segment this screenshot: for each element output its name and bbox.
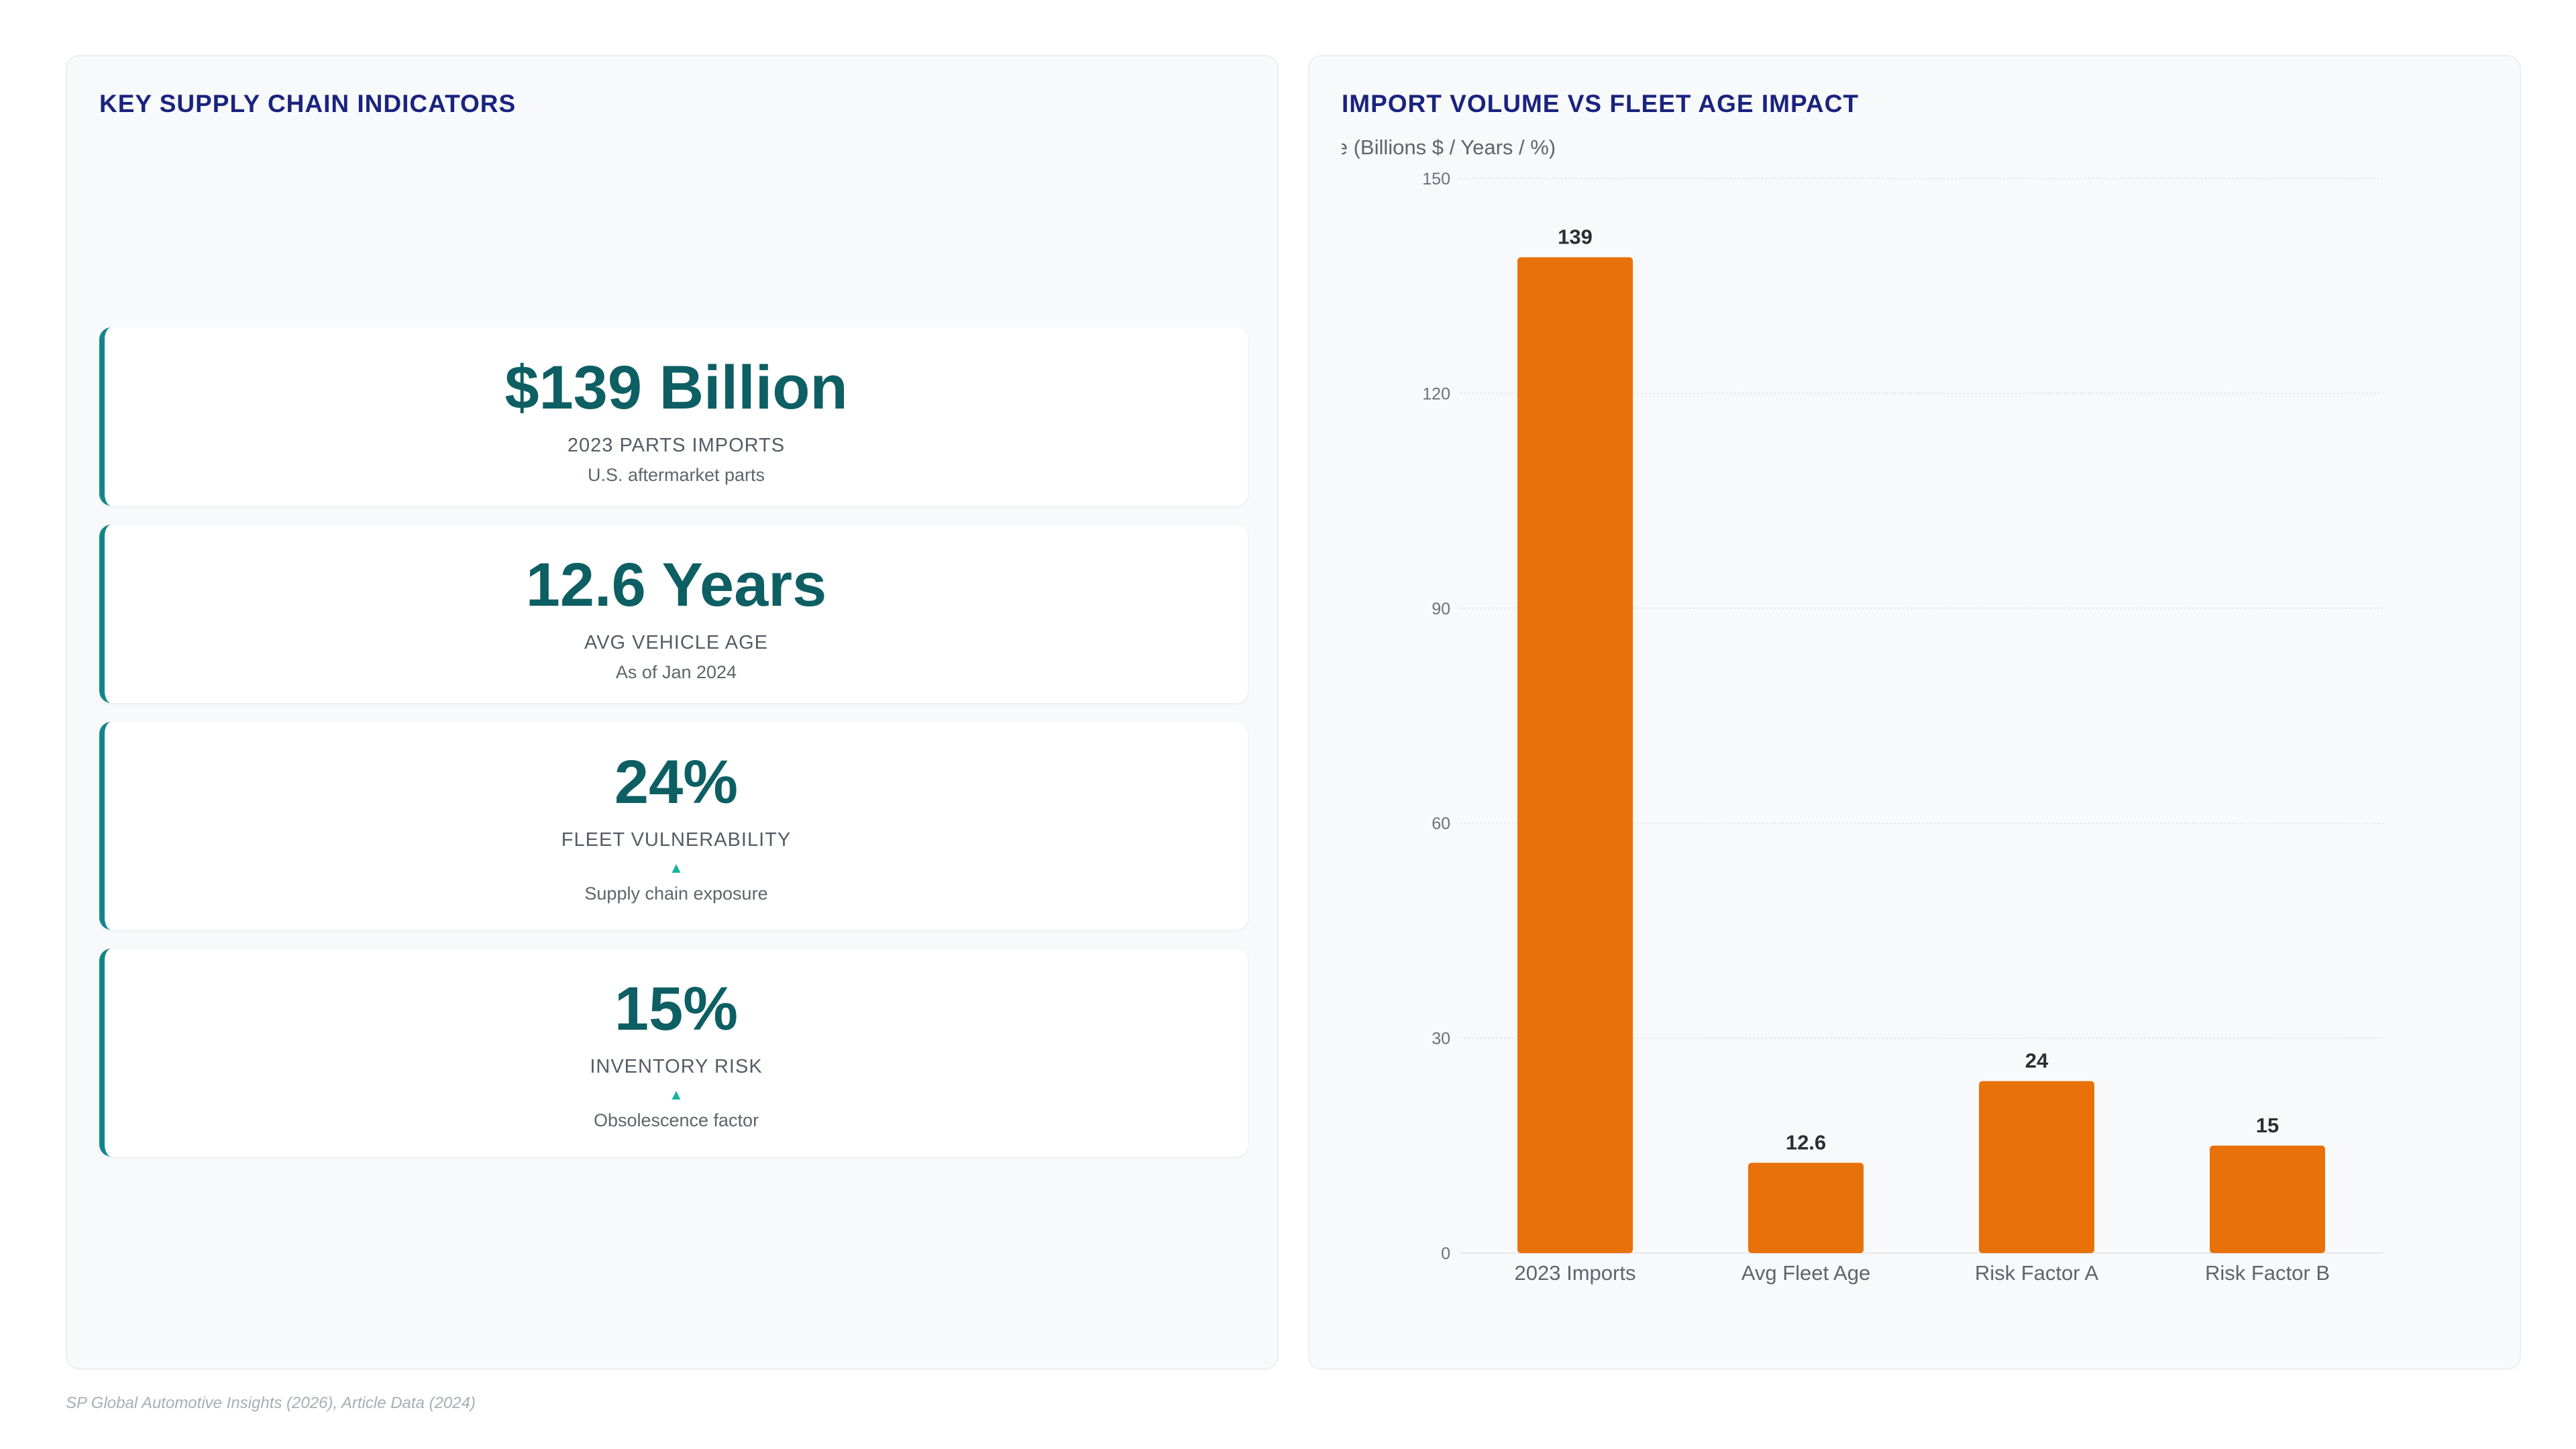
kpi-value: 12.6 Years [525, 551, 827, 619]
bar [1979, 1081, 2094, 1253]
kpi-subtitle: Supply chain exposure [584, 883, 768, 904]
data-label: 139 [1558, 225, 1593, 248]
y-tick-label: 120 [1422, 384, 1450, 403]
data-label: 15 [2256, 1114, 2279, 1137]
kpi-subtitle: Obsolescence factor [593, 1110, 759, 1130]
kpi-subtitle: U.S. aftermarket parts [587, 465, 765, 485]
kpi-card-fleet-vulnerability: 24% FLEET VULNERABILITY ▲ Supply chain e… [99, 722, 1248, 930]
y-tick-label: 30 [1432, 1030, 1450, 1049]
kpi-value: 15% [614, 975, 739, 1043]
kpi-label: INVENTORY RISK [590, 1056, 763, 1077]
kpi-card-imports: $139 Billion 2023 PARTS IMPORTS U.S. aft… [99, 327, 1248, 506]
chart-panel: IMPORT VOLUME VS FLEET AGE IMPACT 0 30 60 9… [1308, 55, 2521, 1370]
y-tick-label: 90 [1432, 600, 1450, 619]
source-footnote: SP Global Automotive Insights (2026), Ar… [66, 1394, 476, 1412]
kpi-value: 24% [614, 748, 739, 816]
x-tick-label: 2023 Imports [1515, 1261, 1636, 1285]
chart-title: IMPORT VOLUME VS FLEET AGE IMPACT [1342, 90, 1859, 117]
kpi-panel-title: KEY SUPPLY CHAIN INDICATORS [99, 90, 517, 117]
kpi-label: FLEET VULNERABILITY [561, 829, 792, 851]
bar [2210, 1145, 2325, 1253]
kpi-panel: KEY SUPPLY CHAIN INDICATORS $139 Billion… [66, 55, 1279, 1370]
kpi-value: $139 Billion [504, 354, 848, 422]
kpi-card-inventory-risk: 15% INVENTORY RISK ▲ Obsolescence factor [99, 949, 1248, 1157]
kpi-subtitle: As of Jan 2024 [615, 662, 737, 682]
x-tick-label: Risk Factor A [1975, 1261, 2099, 1285]
x-tick-label: Avg Fleet Age [1741, 1261, 1870, 1285]
bar-chart: 0 30 60 90 120 150 Value (Billions $ / Years /… [1309, 136, 2383, 1285]
y-tick-label: 150 [1422, 170, 1450, 189]
x-tick-label: Risk Factor B [2205, 1261, 2330, 1285]
bar [1748, 1163, 1864, 1253]
kpi-card-vehicle-age: 12.6 Years AVG VEHICLE AGE As of Jan 202… [99, 525, 1248, 703]
trend-up-icon: ▲ [669, 859, 684, 876]
y-tick-label: 60 [1432, 814, 1450, 833]
data-label: 24 [2025, 1049, 2049, 1073]
y-axis-label: Value (Billions $ / Years / %) [1309, 136, 1556, 159]
kpi-label: AVG VEHICLE AGE [584, 632, 768, 653]
kpi-label: 2023 PARTS IMPORTS [567, 435, 786, 456]
bar [1517, 257, 1633, 1254]
data-label: 12.6 [1786, 1130, 1826, 1154]
trend-up-icon: ▲ [669, 1086, 684, 1103]
y-tick-label: 0 [1441, 1244, 1450, 1263]
